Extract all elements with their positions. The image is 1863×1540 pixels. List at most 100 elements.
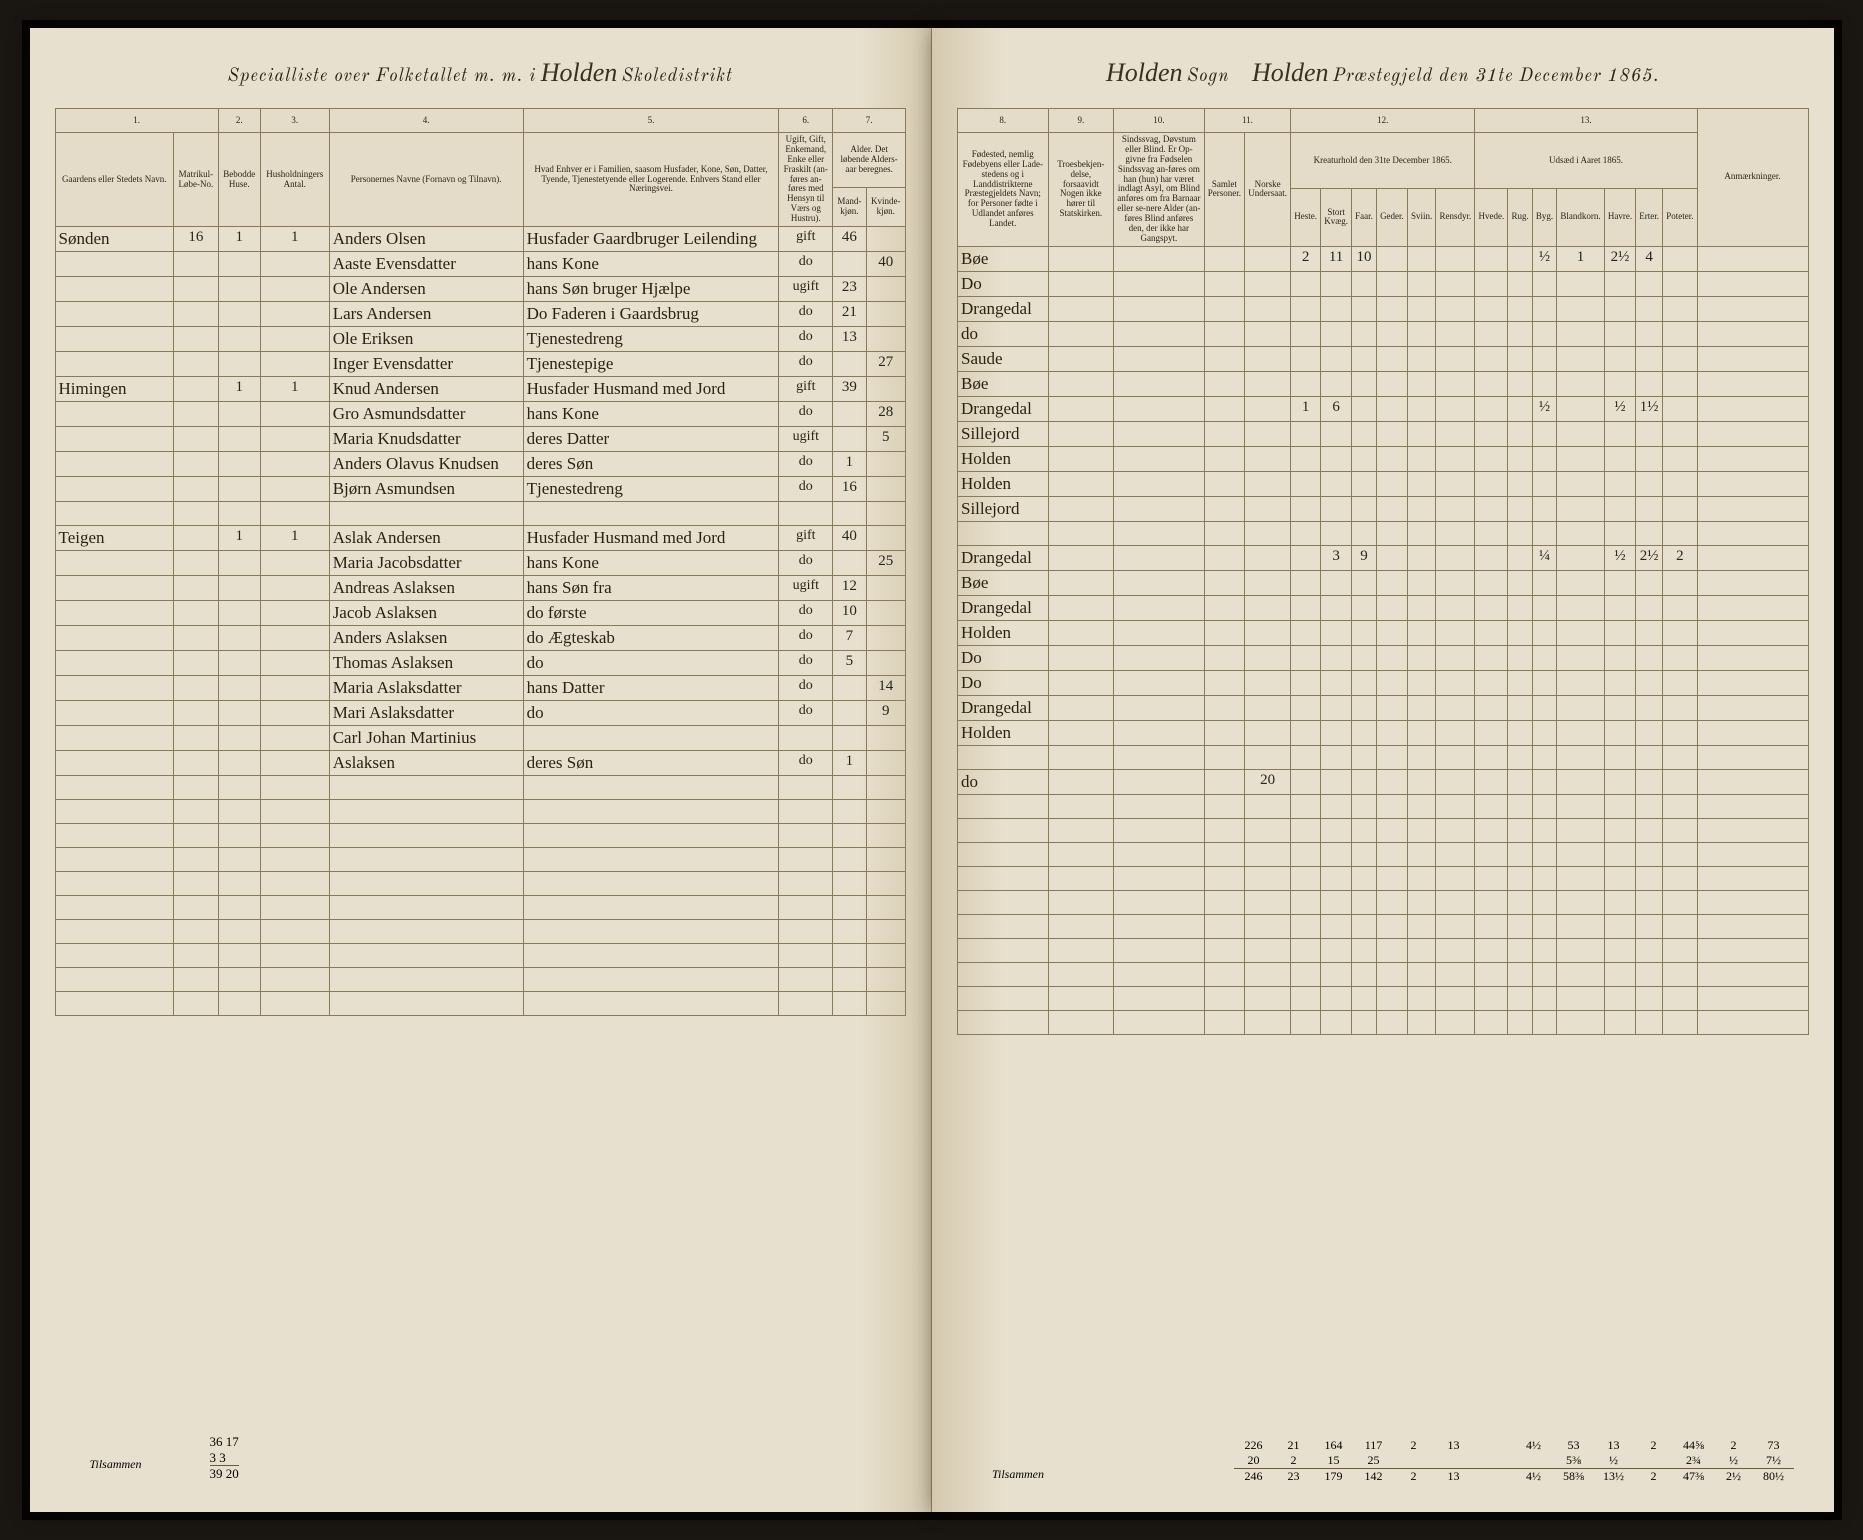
left-sum-3: 39 20 [210, 1465, 239, 1482]
table-row [958, 794, 1809, 818]
col13-num: 13. [1475, 109, 1697, 133]
table-row: Maria Knudsdatterderes Datterugift5 [55, 427, 906, 452]
table-row: Drangedal [958, 595, 1809, 620]
right-header: Holden Sogn Holden Præstegjeld den 31te … [957, 58, 1809, 88]
table-row [55, 920, 906, 944]
table-row [55, 944, 906, 968]
table-row [958, 842, 1809, 866]
table-row: Anders Aslaksendo Ægteskabdo7 [55, 626, 906, 651]
col5-head: Hvad Enhver er i Familien, saasom Husfad… [523, 133, 779, 227]
h13-bland: Blandkorn. [1557, 188, 1605, 246]
table-row [958, 818, 1809, 842]
left-footer-label: Tilsammen [90, 1457, 142, 1472]
table-row: Sønden1611Anders OlsenHusfader Gaardbrug… [55, 227, 906, 252]
table-row [55, 824, 906, 848]
table-row: do20 [958, 769, 1809, 794]
table-row [958, 866, 1809, 890]
table-row: Ole Andersenhans Søn bruger Hjælpeugift2… [55, 277, 906, 302]
col3-head: Husholdningers Antal. [260, 133, 329, 227]
table-row: Anders Olavus Knudsenderes Søndo1 [55, 452, 906, 477]
h13-rug: Rug. [1508, 188, 1532, 246]
table-row [958, 745, 1809, 769]
col8-num: 8. [958, 109, 1049, 133]
h13-hvede: Hvede. [1475, 188, 1508, 246]
table-row: Sillejord [958, 496, 1809, 521]
table-row: Maria Aslaksdatterhans Datterdo14 [55, 676, 906, 701]
col7-num: 7. [833, 109, 906, 133]
table-row: Himingen11Knud AndersenHusfader Husmand … [55, 377, 906, 402]
left-header: Specialliste over Folketallet m. m. i Ho… [55, 58, 907, 88]
col1-num: 1. [55, 109, 218, 133]
table-row [958, 1010, 1809, 1034]
header-right-suffix: Præstegjeld den 31te December 1865. [1333, 68, 1660, 86]
table-row: Mari Aslaksdatterdodo9 [55, 701, 906, 726]
table-row [958, 962, 1809, 986]
table-row: Bøe21110½12½4 [958, 246, 1809, 271]
col12-num: 12. [1291, 109, 1475, 133]
table-row: Inger EvensdatterTjenestepigedo27 [55, 352, 906, 377]
table-row: Drangedal16½½1½ [958, 396, 1809, 421]
col3-num: 3. [260, 109, 329, 133]
table-row [958, 521, 1809, 545]
h13-erter: Erter. [1636, 188, 1663, 246]
ledger-book: Specialliste over Folketallet m. m. i Ho… [22, 20, 1842, 1520]
table-row [55, 872, 906, 896]
table-row: Saude [958, 346, 1809, 371]
table-row: Do [958, 271, 1809, 296]
table-row [55, 800, 906, 824]
h13-byg: Byg. [1532, 188, 1556, 246]
col9-num: 9. [1048, 109, 1113, 133]
table-row [55, 992, 906, 1016]
h12-faar: Faar. [1352, 188, 1377, 246]
col4-head: Personernes Navne (Fornavn og Tilnavn). [329, 133, 523, 227]
table-row: Sillejord [958, 421, 1809, 446]
col7k-head: Kvinde-kjøn. [866, 187, 905, 226]
h12-svin: Sviin. [1407, 188, 1435, 246]
header-gjeld: Holden [1252, 58, 1329, 87]
left-footer-sums: 36 17 3 3 39 20 [210, 1434, 239, 1482]
table-row [958, 986, 1809, 1010]
table-row: Do [958, 670, 1809, 695]
h13-poteter: Poteter. [1663, 188, 1697, 246]
col9-head: Troesbekjen-delse, forsaavidt Nogen ikke… [1048, 133, 1113, 247]
col12-head: Kreaturhold den 31te December 1865. [1291, 133, 1475, 189]
header-district: Holden [541, 58, 618, 87]
col1-head: Gaardens eller Stedets Navn. [55, 133, 174, 227]
col11-num: 11. [1204, 109, 1291, 133]
col10-head: Sindssvag, Døvstum eller Blind. Er Op-gi… [1114, 133, 1205, 247]
col5-num: 5. [523, 109, 779, 133]
table-row [55, 776, 906, 800]
table-row: Teigen11Aslak AndersenHusfader Husmand m… [55, 526, 906, 551]
table-row: do [958, 321, 1809, 346]
table-row: Drangedal39¼½2½2 [958, 545, 1809, 570]
left-sum-1: 36 17 [210, 1434, 239, 1450]
header-suffix: Skoledistrikt [622, 68, 733, 86]
table-row: Gro Asmundsdatterhans Konedo28 [55, 402, 906, 427]
col7-head: Alder. Det løbende Alders-aar beregnes. [833, 133, 906, 188]
table-row [958, 914, 1809, 938]
table-row: Holden [958, 620, 1809, 645]
table-row: Drangedal [958, 695, 1809, 720]
col2-num: 2. [218, 109, 260, 133]
right-table: 8. 9. 10. 11. 12. 13. Anmærkninger. Føde… [957, 108, 1809, 1035]
h12-kveg: Stort Kvæg. [1321, 188, 1352, 246]
table-row: Maria Jacobsdatterhans Konedo25 [55, 551, 906, 576]
table-row: Lars AndersenDo Faderen i Gaardsbrugdo21 [55, 302, 906, 327]
table-row [55, 968, 906, 992]
right-page: Holden Sogn Holden Præstegjeld den 31te … [932, 28, 1834, 1512]
table-row [55, 848, 906, 872]
table-row: Thomas Aslaksendodo5 [55, 651, 906, 676]
col-anm-head: Anmærkninger. [1697, 109, 1808, 247]
col11b-head: Norske Undersaat. [1245, 133, 1291, 247]
table-row: Holden [958, 446, 1809, 471]
table-row: Ole EriksenTjenestedrengdo13 [55, 327, 906, 352]
header-sogn: Holden [1106, 58, 1183, 87]
h12-heste: Heste. [1291, 188, 1321, 246]
header-prefix: Specialliste over Folketallet m. m. i [228, 68, 537, 86]
header-sogn-label: Sogn [1187, 68, 1229, 86]
left-table: 1. 2. 3. 4. 5. 6. 7. Gaardens eller Sted… [55, 108, 907, 1016]
table-row: Drangedal [958, 296, 1809, 321]
table-row [55, 502, 906, 526]
col11a-head: Samlet Personer. [1204, 133, 1245, 247]
table-row: Bjørn AsmundsenTjenestedrengdo16 [55, 477, 906, 502]
